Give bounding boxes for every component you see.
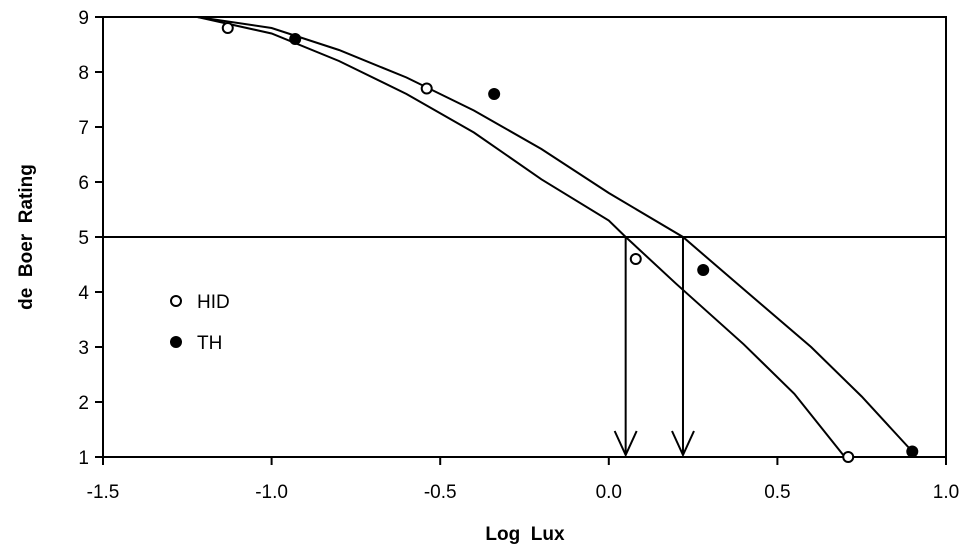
data-point-th bbox=[488, 88, 501, 100]
y-tick-label: 7 bbox=[78, 118, 89, 139]
x-tick-label: -1.0 bbox=[255, 482, 288, 503]
arrow-head bbox=[613, 430, 638, 458]
x-tick-label: 1.0 bbox=[933, 482, 959, 503]
legend-label-hid: HID bbox=[197, 292, 230, 313]
legend-marker-hid bbox=[170, 295, 182, 307]
data-point-th bbox=[697, 264, 710, 276]
y-tick-label: 4 bbox=[78, 283, 89, 304]
y-tick-label: 8 bbox=[78, 63, 89, 84]
data-point-hid bbox=[842, 451, 855, 463]
arrow-th bbox=[671, 237, 695, 458]
x-tick-label: 0.0 bbox=[596, 482, 622, 503]
x-axis-title: Log Lux bbox=[485, 524, 565, 545]
x-tick-label: -1.5 bbox=[87, 482, 120, 503]
fit-curve-th bbox=[197, 16, 914, 453]
x-tick-label: 0.5 bbox=[764, 482, 790, 503]
y-tick-label: 2 bbox=[78, 393, 89, 414]
fit-curve-hid bbox=[197, 16, 846, 458]
data-point-th bbox=[289, 33, 302, 45]
y-axis-title: de Boer Rating bbox=[16, 164, 37, 310]
data-point-hid bbox=[420, 82, 433, 95]
legend-marker-th bbox=[170, 336, 182, 348]
legend-label-th: TH bbox=[197, 333, 222, 354]
data-point-th bbox=[906, 445, 919, 458]
y-tick-label: 3 bbox=[78, 338, 89, 359]
y-tick-label: 9 bbox=[78, 8, 89, 29]
y-tick-label: 6 bbox=[78, 173, 89, 194]
legend: HID TH bbox=[170, 292, 230, 354]
y-tick-label: 1 bbox=[78, 448, 89, 469]
plot-area: 1 2 3 4 5 6 7 8 9 -1.5 -1.0 -0.5 0.0 0.5 1.0 bbox=[78, 8, 959, 503]
y-tick-label: 5 bbox=[78, 228, 89, 249]
data-point-hid bbox=[629, 253, 642, 265]
data-point-hid bbox=[221, 22, 234, 34]
arrow-head bbox=[671, 430, 695, 458]
x-tick-label: -0.5 bbox=[424, 482, 457, 503]
arrow-hid bbox=[613, 237, 638, 458]
